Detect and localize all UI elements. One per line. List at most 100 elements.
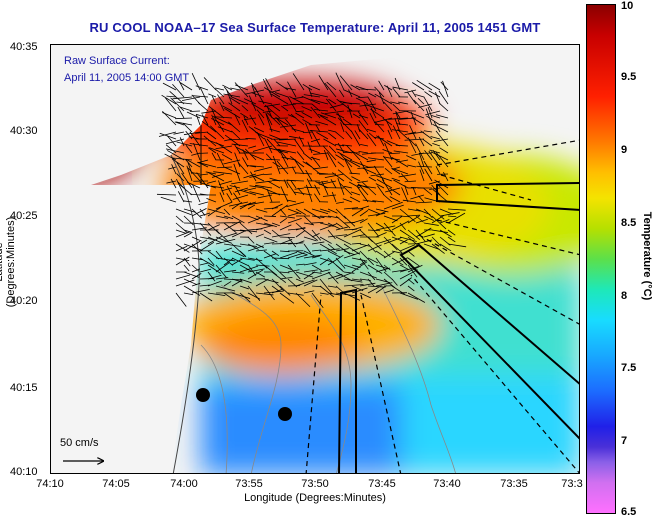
y-tick: 40:10 — [10, 466, 38, 478]
current-vector — [399, 236, 417, 242]
current-vector — [319, 236, 332, 244]
current-vector — [335, 264, 344, 273]
x-tick: 73:55 — [235, 478, 263, 490]
current-vector — [328, 145, 337, 154]
current-vector — [281, 105, 289, 112]
current-vector — [287, 264, 301, 280]
current-vector — [176, 173, 185, 182]
current-vector — [207, 208, 225, 214]
current-vector — [311, 249, 321, 252]
current-vector — [413, 99, 425, 112]
land-mask-west — [51, 185, 211, 473]
current-vector — [207, 271, 216, 282]
current-vector — [287, 236, 297, 248]
current-vector — [432, 189, 449, 203]
current-vector — [343, 243, 360, 255]
current-vector — [271, 204, 288, 217]
current-vector — [382, 194, 393, 203]
current-vector — [303, 269, 318, 273]
current-vector — [431, 215, 445, 224]
current-vector — [335, 131, 345, 140]
current-vector — [185, 159, 193, 168]
current-vector — [337, 161, 345, 168]
current-vector — [351, 242, 362, 245]
current-vector — [294, 191, 313, 196]
current-vector — [407, 92, 417, 105]
current-vector — [191, 208, 207, 217]
current-vector — [207, 171, 225, 182]
current-vector — [263, 222, 277, 228]
current-vector — [392, 86, 409, 91]
current-vector — [395, 159, 409, 163]
current-vector — [384, 142, 393, 161]
current-vector — [223, 243, 242, 247]
current-vector — [327, 273, 343, 280]
current-vector — [302, 131, 313, 133]
current-vector — [271, 264, 287, 279]
current-vector — [425, 108, 433, 126]
current-vector — [223, 93, 241, 98]
map-canvas — [51, 45, 579, 473]
current-vector — [295, 263, 305, 266]
current-vector — [222, 84, 233, 91]
colorbar-tick: 9.5 — [621, 71, 637, 83]
current-vector — [349, 172, 361, 175]
current-vector — [287, 252, 305, 259]
current-vector — [244, 187, 257, 192]
current-vector — [366, 159, 377, 163]
current-vector — [343, 271, 355, 274]
current-vector — [262, 78, 273, 98]
current-vector — [189, 193, 201, 196]
current-vector — [231, 130, 241, 140]
current-vector — [442, 80, 449, 98]
current-vector — [279, 271, 290, 274]
current-vector — [351, 287, 368, 294]
current-vector — [343, 252, 361, 259]
current-vector — [292, 73, 305, 91]
current-vector — [399, 264, 409, 270]
current-vector — [281, 156, 297, 161]
current-vector — [223, 258, 234, 266]
current-vector — [191, 282, 201, 287]
current-vector — [324, 110, 345, 115]
current-vector — [365, 104, 385, 112]
current-vector — [280, 186, 289, 203]
current-vector — [368, 176, 377, 182]
current-vector — [343, 229, 362, 238]
current-vector — [400, 173, 409, 182]
current-vector — [183, 229, 193, 233]
current-vector — [325, 98, 337, 112]
current-vector — [359, 160, 369, 175]
current-vector — [350, 130, 361, 147]
current-vector — [287, 269, 300, 273]
current-vector — [319, 248, 340, 252]
current-vector — [207, 257, 215, 266]
current-vector — [303, 229, 319, 241]
current-vector — [308, 148, 321, 154]
current-vector — [345, 131, 353, 140]
current-vector — [247, 217, 263, 224]
current-vector — [349, 159, 369, 168]
current-vector — [223, 221, 241, 231]
sst-map: Raw Surface Current: April 11, 2005 14:0… — [50, 44, 580, 474]
current-vector — [343, 292, 361, 301]
current-vector — [277, 148, 297, 154]
current-vector — [231, 279, 243, 287]
current-vector — [223, 292, 235, 301]
current-vector — [356, 186, 369, 203]
current-vector — [263, 278, 279, 284]
y-axis-title: Latitude (Degrees:Minutes) — [0, 216, 17, 308]
current-vector — [431, 115, 441, 119]
current-vector — [431, 243, 445, 254]
current-vector — [315, 124, 321, 133]
current-vector — [207, 264, 221, 274]
current-vector — [342, 198, 353, 203]
current-vector — [175, 292, 187, 307]
current-vector — [289, 156, 305, 168]
current-vector — [201, 114, 209, 126]
current-vector — [211, 152, 217, 161]
current-vector — [215, 201, 233, 210]
current-vector — [383, 250, 391, 258]
current-vector — [230, 87, 241, 91]
current-vector — [366, 128, 377, 133]
